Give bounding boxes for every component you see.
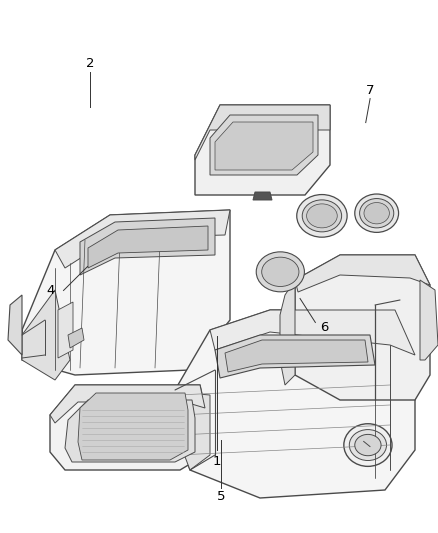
Ellipse shape [360,198,394,228]
Polygon shape [88,226,208,268]
Ellipse shape [355,434,381,456]
Polygon shape [22,210,230,375]
Text: 6: 6 [320,321,328,334]
Polygon shape [215,335,375,378]
Polygon shape [280,280,295,385]
Polygon shape [78,393,188,460]
Polygon shape [175,390,210,470]
Polygon shape [55,210,230,268]
Polygon shape [50,385,205,470]
Polygon shape [210,115,318,175]
Text: 7: 7 [366,84,374,97]
Text: 4: 4 [46,284,55,297]
Ellipse shape [307,204,337,228]
Text: 5: 5 [217,490,226,503]
Polygon shape [80,218,215,275]
Polygon shape [420,280,438,360]
Ellipse shape [355,194,399,232]
Polygon shape [65,400,195,462]
Polygon shape [68,328,84,348]
Ellipse shape [297,195,347,237]
Polygon shape [295,255,430,292]
Polygon shape [50,385,205,423]
Polygon shape [225,340,368,372]
Polygon shape [215,122,313,170]
Text: 2: 2 [85,58,94,70]
Ellipse shape [344,424,392,466]
Polygon shape [295,255,430,400]
Ellipse shape [302,200,342,232]
Polygon shape [210,310,415,355]
Ellipse shape [256,252,304,292]
Text: 1: 1 [212,455,221,467]
Ellipse shape [261,257,299,287]
Polygon shape [58,302,73,358]
Polygon shape [175,310,415,498]
Polygon shape [8,295,22,355]
Polygon shape [253,192,272,200]
Ellipse shape [349,430,386,461]
Polygon shape [195,105,330,160]
Ellipse shape [364,203,389,224]
Polygon shape [22,290,70,380]
Polygon shape [195,105,330,195]
